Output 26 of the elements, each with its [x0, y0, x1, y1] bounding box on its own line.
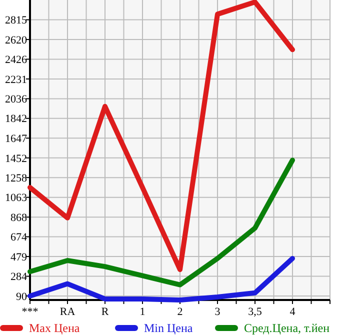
x-tick-label: R — [101, 306, 110, 318]
y-tick-label: 868 — [10, 212, 28, 224]
y-tick-label: 1063 — [5, 192, 28, 204]
x-tick-label: 3,5 — [248, 306, 262, 318]
y-tick-label: 90 — [16, 290, 28, 303]
y-tick-label: 1842 — [5, 113, 27, 126]
y-tick-label: 1258 — [5, 172, 28, 184]
x-tick-label: 3 — [214, 306, 221, 318]
y-tick-label: 1452 — [5, 152, 27, 165]
x-tick-label: *** — [22, 306, 38, 318]
y-tick-label: 479 — [10, 251, 28, 264]
legend-label: Max Цена — [29, 321, 80, 335]
y-tick-label: 2036 — [5, 94, 28, 106]
x-tick-label: RA — [60, 306, 76, 318]
y-tick-label: 1647 — [5, 132, 28, 145]
x-tick-label: 1 — [140, 306, 146, 318]
legend-label: Сред.Цена, т.йен — [244, 321, 330, 335]
y-tick-label: 674 — [10, 232, 28, 244]
y-tick-label: 2231 — [5, 74, 27, 86]
y-tick-label: 2426 — [5, 54, 28, 66]
y-tick-label: 2620 — [5, 34, 28, 46]
y-tick-label: 2815 — [5, 14, 28, 27]
y-tick-label: 284 — [10, 271, 28, 284]
x-tick-label: 4 — [290, 306, 296, 318]
legend-label: Min Цена — [144, 321, 194, 335]
x-tick-label: 2 — [177, 306, 183, 318]
